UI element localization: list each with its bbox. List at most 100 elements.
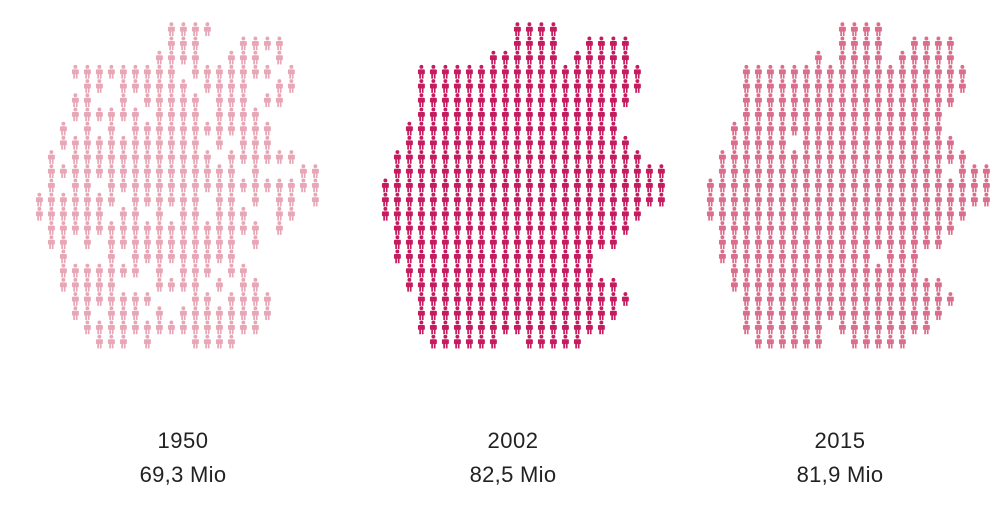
person-icon (838, 107, 846, 122)
person-icon (83, 206, 91, 221)
person-icon (549, 263, 557, 278)
person-icon (754, 221, 762, 235)
person-icon (167, 178, 175, 193)
person-icon (730, 192, 738, 207)
person-icon (417, 192, 425, 207)
person-icon (83, 235, 91, 250)
person-icon (59, 206, 67, 221)
person-icon (489, 150, 497, 164)
person-icon (179, 178, 187, 193)
person-icon (429, 121, 437, 136)
person-icon (465, 121, 473, 136)
person-icon (910, 135, 918, 150)
person-icon (898, 93, 906, 108)
person-icon (934, 192, 942, 207)
person-icon (597, 50, 605, 65)
person-icon (874, 93, 882, 108)
person-icon (766, 292, 774, 306)
person-icon (766, 107, 774, 122)
person-icon (263, 36, 271, 51)
person-icon (275, 150, 283, 164)
person-icon (441, 121, 449, 136)
person-icon (910, 235, 918, 250)
person-icon (465, 206, 473, 221)
person-icon (742, 164, 750, 179)
person-icon (441, 334, 449, 349)
person-icon (429, 178, 437, 193)
person-icon (922, 135, 930, 150)
person-icon (441, 178, 449, 193)
person-icon (874, 79, 882, 93)
person-icon (453, 292, 461, 306)
person-icon (730, 178, 738, 193)
person-icon (621, 206, 629, 221)
person-icon (934, 206, 942, 221)
person-icon (814, 334, 822, 349)
person-icon (609, 164, 617, 179)
person-icon (874, 221, 882, 235)
person-icon (790, 178, 798, 193)
person-icon (946, 135, 954, 150)
person-icon (561, 79, 569, 93)
person-icon (405, 150, 413, 164)
person-icon (465, 334, 473, 349)
person-icon (311, 178, 319, 193)
person-icon (910, 206, 918, 221)
person-icon (850, 334, 858, 349)
person-icon (922, 277, 930, 292)
person-icon (95, 192, 103, 207)
person-icon (251, 235, 259, 250)
person-icon (934, 93, 942, 108)
person-icon (898, 249, 906, 264)
person-icon (525, 221, 533, 235)
person-icon (489, 249, 497, 264)
person-icon (742, 64, 750, 79)
person-icon (143, 320, 151, 335)
person-icon (167, 320, 175, 335)
person-icon (167, 192, 175, 207)
person-icon (862, 50, 870, 65)
person-icon (573, 221, 581, 235)
person-icon (501, 192, 509, 207)
person-icon (573, 192, 581, 207)
person-icon (754, 320, 762, 335)
person-icon (405, 277, 413, 292)
person-icon (405, 192, 413, 207)
person-icon (215, 93, 223, 108)
person-icon (525, 50, 533, 65)
person-icon (874, 263, 882, 278)
person-icon (862, 22, 870, 37)
person-icon (922, 150, 930, 164)
person-icon (561, 292, 569, 306)
person-icon (191, 36, 199, 51)
person-icon (633, 206, 641, 221)
person-icon (477, 164, 485, 179)
person-icon (561, 277, 569, 292)
person-icon (275, 79, 283, 93)
person-icon (251, 178, 259, 193)
person-icon (203, 121, 211, 136)
person-icon (934, 277, 942, 292)
person-icon (922, 64, 930, 79)
person-icon (131, 107, 139, 122)
person-icon (203, 64, 211, 79)
person-icon (826, 178, 834, 193)
person-icon (778, 249, 786, 264)
person-icon (537, 64, 545, 79)
person-icon (573, 164, 581, 179)
person-icon (922, 36, 930, 51)
person-icon (982, 192, 990, 207)
person-icon (227, 292, 235, 306)
person-icon (633, 79, 641, 93)
person-icon (263, 64, 271, 79)
person-icon (585, 192, 593, 207)
person-icon (898, 50, 906, 65)
person-icon (501, 277, 509, 292)
person-icon (778, 178, 786, 193)
person-icon (766, 221, 774, 235)
person-icon (826, 221, 834, 235)
person-icon (814, 135, 822, 150)
person-icon (597, 93, 605, 108)
person-icon (958, 206, 966, 221)
person-icon (417, 107, 425, 122)
